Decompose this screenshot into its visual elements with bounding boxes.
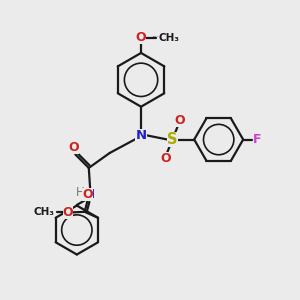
Text: H: H [76, 187, 85, 200]
Text: N: N [84, 188, 95, 201]
Text: O: O [174, 114, 184, 127]
Text: methoxy: methoxy [152, 36, 159, 38]
Text: CH₃: CH₃ [159, 33, 180, 43]
Text: O: O [82, 188, 93, 201]
Text: O: O [68, 141, 79, 154]
Text: O: O [135, 31, 146, 44]
Text: S: S [167, 132, 178, 147]
Text: O: O [63, 206, 74, 219]
Text: O: O [160, 152, 171, 165]
Text: F: F [253, 133, 261, 146]
Text: N: N [136, 129, 147, 142]
Text: CH₃: CH₃ [33, 207, 54, 218]
